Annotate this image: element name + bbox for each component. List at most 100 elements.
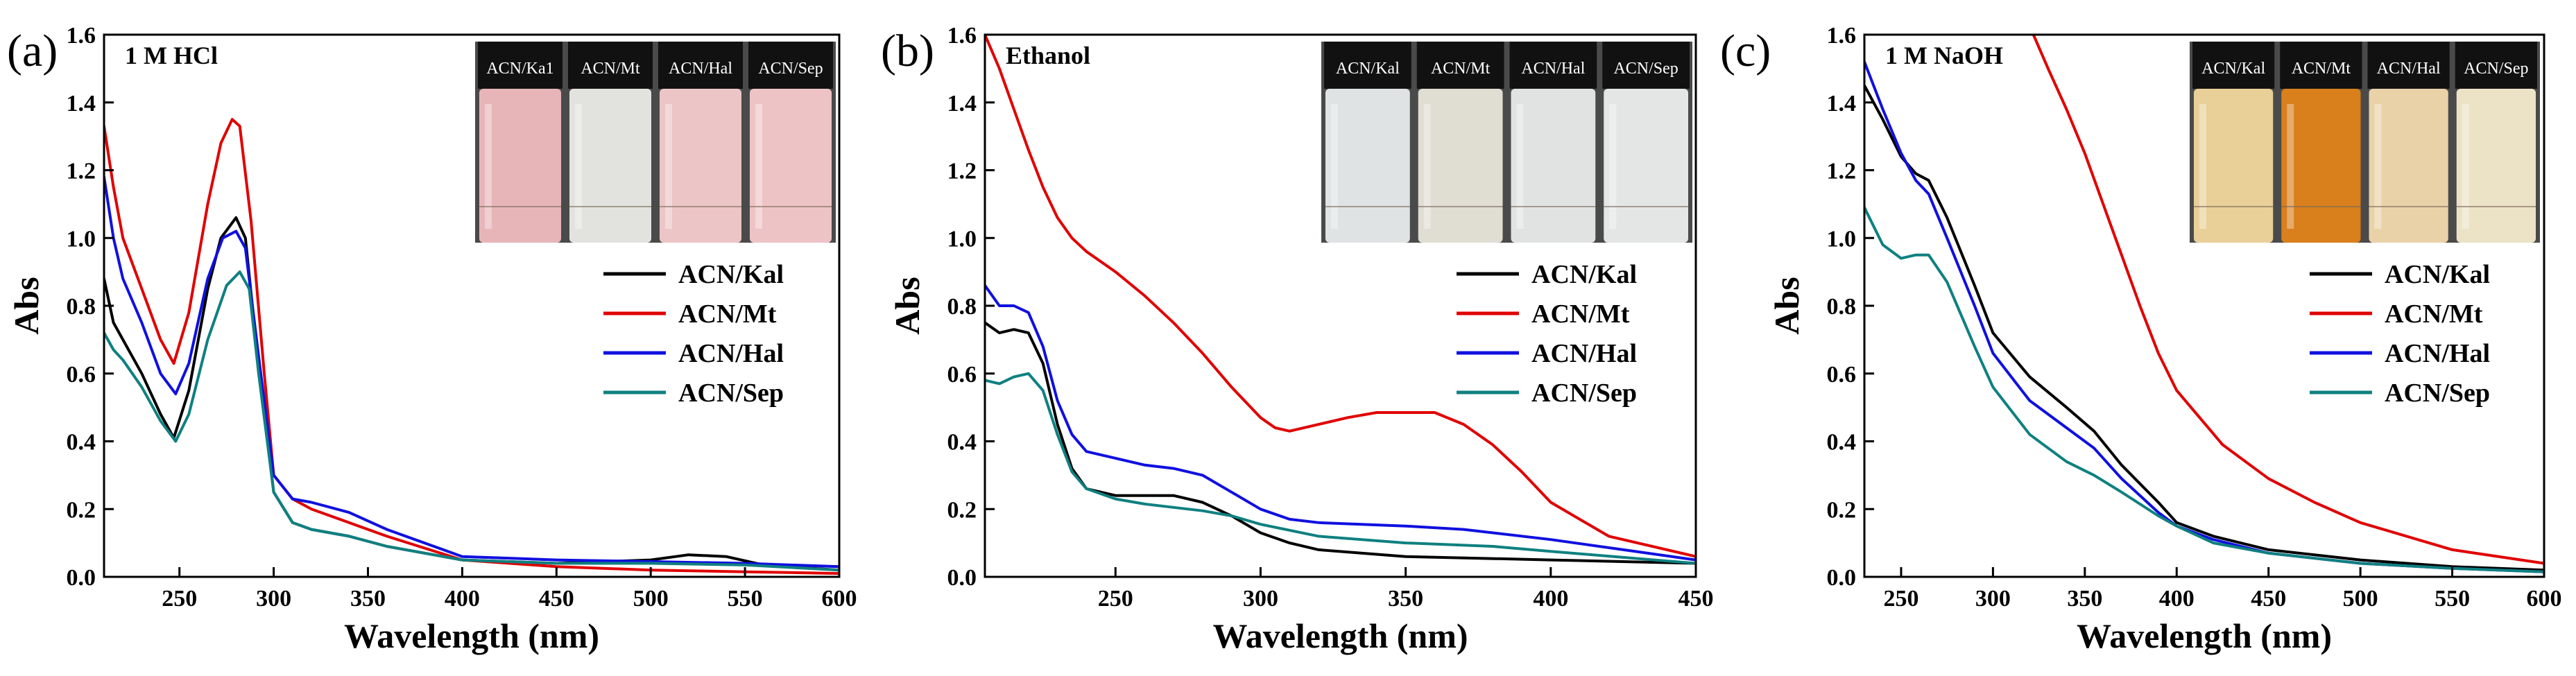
vial-body [1511, 89, 1596, 243]
series-group [985, 35, 1696, 565]
vial-body [479, 89, 561, 243]
vial-highlight [2462, 104, 2469, 229]
series-line-acn-sep [985, 372, 1696, 565]
vial-label: ACN/Hal [2377, 60, 2441, 78]
legend-label: ACN/Mt [1531, 300, 1630, 329]
x-tick-label: 350 [350, 586, 386, 612]
x-tick-label: 400 [1533, 586, 1568, 612]
vial-label: ACN/Sep [1613, 60, 1678, 78]
x-tick-label: 450 [1678, 586, 1714, 612]
x-tick-label: 550 [2435, 586, 2470, 612]
x-tick-label: 400 [2159, 586, 2195, 612]
y-tick-label: 1.6 [1827, 23, 1857, 49]
vial-label: ACN/Mt [1431, 60, 1491, 78]
vial-highlight [2287, 104, 2294, 229]
y-tick-label: 1.6 [947, 23, 977, 49]
series-line-acn-sep [104, 270, 839, 572]
vial-highlight [2374, 104, 2382, 229]
y-tick-label: 0.8 [1827, 294, 1857, 320]
condition-label: 1 M HCl [125, 42, 218, 69]
y-tick-label: 1.2 [67, 159, 96, 184]
x-tick-label: 550 [728, 586, 763, 612]
x-axis-title: Wavelength (nm) [1212, 616, 1468, 655]
legend-label: ACN/Kal [1531, 260, 1637, 289]
legend-label: ACN/Kal [2385, 260, 2490, 289]
chart-panel-2: 250 300 350 400 450 0.0 0.2 0.4 0.6 0.8 1.0 1.2 1.4 1… [881, 23, 1714, 655]
x-axis-title: Wavelength (nm) [2077, 616, 2332, 655]
y-tick-label: 0.4 [947, 430, 977, 456]
x-tick-label: 450 [539, 586, 574, 612]
y-tick-label: 0.0 [1827, 565, 1857, 591]
condition-label: Ethanol [1006, 42, 1090, 69]
x-tick-label: 250 [1883, 586, 1918, 612]
chart-panel-3: 250 300 350 400 450 500 550 600 0.0 0.2 0.4 0.6 0.8 1… [1720, 23, 2562, 655]
vial-highlight [1516, 104, 1524, 229]
legend-label: ACN/Hal [678, 339, 784, 368]
vial-highlight [1423, 104, 1431, 229]
y-tick-label: 0.8 [947, 294, 977, 320]
x-tick-label: 450 [2251, 586, 2286, 612]
legend: ACN/Kal ACN/Mt ACN/Hal ACN/Sep [2310, 260, 2490, 408]
vial-cap [568, 42, 653, 89]
vial-cap [2280, 42, 2362, 89]
vial-body [1604, 89, 1688, 243]
vial-label: ACN/Hal [669, 60, 732, 78]
condition-label: 1 M NaOH [1885, 42, 2003, 69]
y-axis-title: Abs [7, 277, 46, 334]
x-tick-label: 300 [1975, 586, 2011, 612]
vial-cap [1416, 42, 1504, 89]
y-tick-label: 0.8 [67, 294, 96, 320]
inset-vial-photo: ACN/Kal ACN/Mt ACN/Hal ACN/Sep [2190, 42, 2540, 243]
vial-body [2281, 89, 2361, 243]
x-tick-label: 300 [256, 586, 291, 612]
y-tick-label: 1.0 [67, 226, 96, 252]
vial-label: ACN/Sep [2464, 60, 2528, 78]
series-line-acn-kal [1864, 84, 2544, 572]
y-tick-label: 1.0 [1827, 226, 1857, 252]
y-tick-label: 0.0 [947, 565, 977, 591]
y-tick-label: 1.0 [947, 226, 977, 252]
vial-cap [1509, 42, 1597, 89]
series-line-acn-mt [2032, 35, 2544, 565]
vial-body [1418, 89, 1503, 243]
panel-label: (a) [7, 26, 58, 76]
vial-highlight [665, 104, 672, 229]
inset-vial-photo: ACN/Kal ACN/Mt ACN/Hal ACN/Sep [1321, 42, 1692, 243]
y-tick-label: 0.4 [67, 430, 96, 456]
x-tick-label: 300 [1243, 586, 1278, 612]
x-tick-label: 250 [162, 586, 197, 612]
x-tick-label: 600 [822, 586, 857, 612]
vial-highlight [1609, 104, 1617, 229]
x-tick-label: 350 [2067, 586, 2102, 612]
x-tick-label: 600 [2527, 586, 2562, 612]
y-tick-label: 0.6 [1827, 362, 1857, 388]
x-tick-label: 250 [1098, 586, 1133, 612]
y-tick-label: 1.2 [947, 159, 977, 184]
vial-label: ACN/Mt [581, 60, 640, 78]
vial-label: ACN/Ka1 [486, 60, 553, 78]
x-tick-label: 500 [633, 586, 669, 612]
panel-label: (c) [1720, 26, 1771, 76]
legend-label: ACN/Kal [678, 260, 784, 289]
legend-label: ACN/Hal [2385, 339, 2490, 368]
vial-highlight [2199, 104, 2206, 229]
vial-body [2194, 89, 2274, 243]
vial-body [569, 89, 651, 243]
inset-vial-photo: ACN/Ka1 ACN/Mt ACN/Hal ACN/Sep [475, 42, 836, 243]
vial-cap [2367, 42, 2450, 89]
vial-cap [658, 42, 743, 89]
vial-body [1325, 89, 1410, 243]
y-tick-label: 1.2 [1827, 159, 1857, 184]
y-axis-title: Abs [1767, 277, 1806, 334]
vial-body [750, 89, 832, 243]
vial-cap [1324, 42, 1411, 89]
legend-label: ACN/Sep [2385, 379, 2490, 408]
x-axis-title: Wavelength (nm) [344, 616, 599, 655]
vial-cap [1602, 42, 1690, 89]
series-line-acn-kal [985, 321, 1696, 565]
y-tick-label: 1.4 [1827, 91, 1857, 116]
vial-highlight [485, 104, 492, 229]
y-tick-label: 0.4 [1827, 430, 1857, 456]
